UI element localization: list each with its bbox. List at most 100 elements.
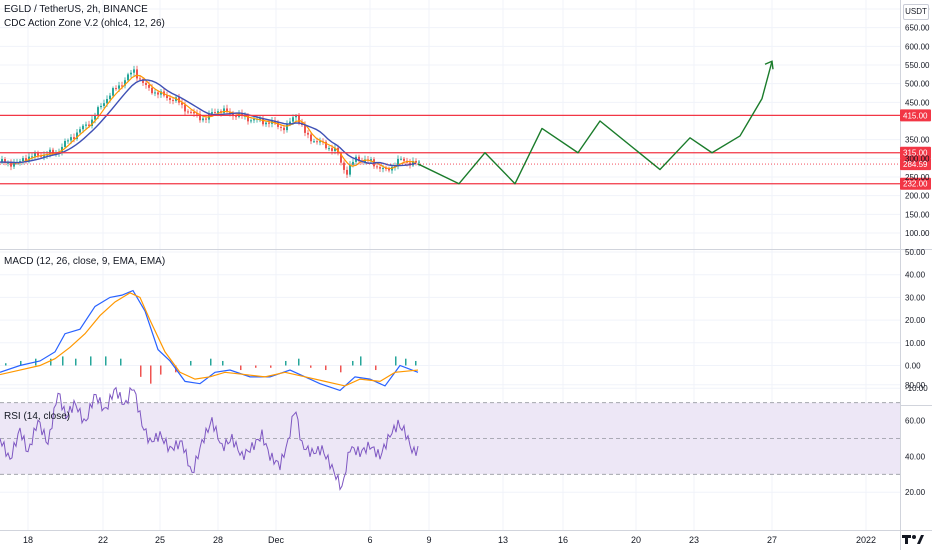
- candle-body: [268, 122, 270, 124]
- macd-histogram-bar: [120, 358, 122, 366]
- candle-body: [331, 148, 333, 151]
- level-badge: [900, 109, 931, 122]
- candle-body: [349, 164, 351, 175]
- macd-tick-label: -10.00: [905, 384, 928, 393]
- macd-histogram-bar: [5, 363, 7, 366]
- candle-body: [112, 88, 114, 96]
- indicator-title: CDC Action Zone V.2 (ohlc4, 12, 26): [4, 18, 165, 29]
- candle-body: [1, 159, 3, 163]
- horizontal-levels[interactable]: 415.00 315.00 232.00 284.59: [0, 109, 931, 190]
- candle-body: [325, 141, 327, 149]
- candle-body: [187, 111, 189, 113]
- level-badge-label: 415.00: [903, 111, 928, 120]
- projection-arrow[interactable]: [417, 60, 774, 185]
- candle-body: [70, 137, 72, 141]
- candle-body: [385, 168, 387, 170]
- macd-histogram-bar: [20, 360, 22, 366]
- candle-body: [259, 118, 261, 120]
- candle-body: [370, 159, 372, 161]
- signal-line: [0, 292, 419, 387]
- candle-body: [226, 108, 228, 112]
- candle-body: [115, 88, 117, 90]
- macd-histogram-bar: [150, 365, 152, 384]
- candle-body: [346, 169, 348, 175]
- time-tick-label: 16: [558, 535, 568, 545]
- candle-body: [286, 123, 288, 131]
- candle-body: [172, 100, 174, 102]
- candle-body: [235, 116, 237, 118]
- candle-body: [121, 85, 123, 87]
- macd-histogram-bar: [62, 356, 64, 366]
- candle-body: [73, 137, 75, 139]
- candle-body: [43, 155, 45, 157]
- currency-button[interactable]: USDT: [903, 4, 929, 20]
- candle-body: [37, 152, 39, 156]
- projection-arrowhead: [764, 60, 774, 70]
- candle-body: [358, 156, 360, 162]
- macd-histogram-bar: [375, 365, 377, 371]
- macd-histogram-bar: [352, 360, 354, 366]
- candle-body: [139, 78, 141, 80]
- candle-body: [118, 85, 120, 89]
- price-tick-label: 250.00: [905, 173, 930, 182]
- candle-body: [49, 149, 51, 155]
- time-tick-label: 23: [689, 535, 699, 545]
- macd-histogram-bar: [255, 365, 257, 368]
- grid: [0, 0, 900, 530]
- price-tick-label: 550.00: [905, 61, 930, 70]
- candle-body: [19, 161, 21, 163]
- macd-histogram-bar: [360, 356, 362, 366]
- candle-body: [103, 103, 105, 106]
- candle-body: [184, 104, 186, 112]
- time-tick-label: 18: [23, 535, 33, 545]
- rsi-tick-label: 40.00: [905, 452, 926, 461]
- price-tick-label: 650.00: [905, 24, 930, 33]
- candle-body: [67, 140, 69, 142]
- candle-body: [13, 162, 15, 167]
- macd-histogram-bar: [340, 365, 342, 373]
- candle-body: [151, 87, 153, 94]
- macd-tick-label: 20.00: [905, 316, 926, 325]
- candle-body: [52, 149, 54, 154]
- candle-body: [166, 95, 168, 99]
- macd-histogram-bar: [270, 365, 272, 368]
- candle-body: [64, 140, 66, 147]
- candle-body: [190, 111, 192, 113]
- candle-body: [106, 99, 108, 104]
- candle-body: [199, 114, 201, 121]
- candle-body: [340, 153, 342, 163]
- rsi-tick-label: 80.00: [905, 381, 926, 390]
- macd-histogram-bar: [50, 358, 52, 366]
- macd-histogram-bar: [75, 358, 77, 366]
- price-tick-label: 500.00: [905, 80, 930, 89]
- candle-body: [253, 118, 255, 121]
- candle-body: [262, 118, 264, 125]
- candle-body: [403, 158, 405, 161]
- rsi-line: [0, 386, 419, 491]
- candle-body: [265, 122, 267, 125]
- candle-body: [415, 160, 417, 163]
- macd-histogram-bar: [140, 365, 142, 377]
- time-tick-label: 22: [98, 535, 108, 545]
- candle-body: [181, 102, 183, 105]
- candle-body: [298, 115, 300, 123]
- candle-body: [82, 125, 84, 130]
- candle-body: [397, 158, 399, 167]
- candle-body: [25, 158, 27, 162]
- ema-slow-line: [0, 79, 417, 167]
- level-badge: [900, 146, 931, 159]
- candle-body: [247, 115, 249, 122]
- macd-histogram-bar: [90, 356, 92, 366]
- candle-body: [145, 82, 147, 85]
- candle-body: [169, 98, 171, 101]
- macd-title: MACD (12, 26, close, 9, EMA, EMA): [4, 256, 166, 267]
- macd-pane: [0, 289, 419, 392]
- rsi-tick-label: 20.00: [905, 488, 926, 497]
- rsi-title: RSI (14, close): [4, 411, 71, 422]
- candle-body: [352, 161, 354, 165]
- ema-fast-line: [0, 74, 417, 170]
- candle-body: [241, 113, 243, 116]
- candle-body: [412, 160, 414, 166]
- candle-body: [157, 92, 159, 95]
